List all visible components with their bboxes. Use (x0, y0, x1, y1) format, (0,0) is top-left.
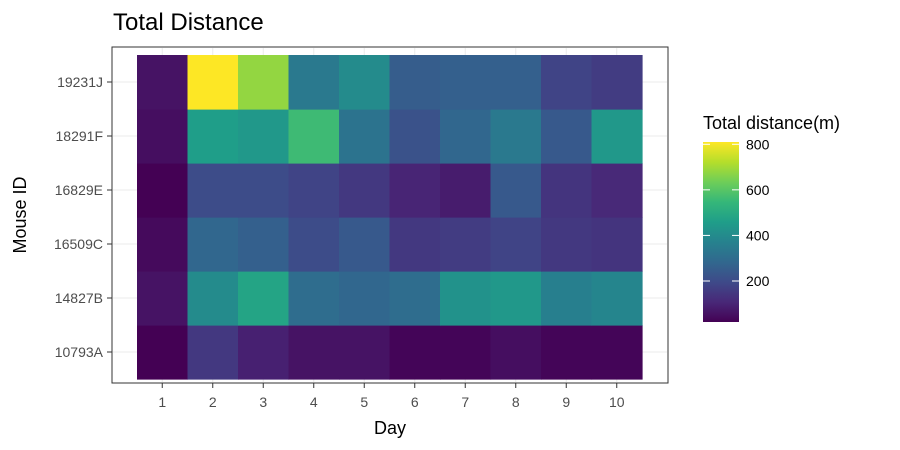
heatmap-cell (339, 217, 391, 272)
heatmap-cell (339, 325, 391, 380)
heatmap-cell (187, 271, 239, 326)
y-tick-label: 19231J (57, 74, 103, 90)
heatmap-cell (288, 217, 340, 272)
heatmap-cell (591, 271, 643, 326)
heatmap-cell (238, 217, 290, 272)
heatmap-cell (339, 109, 391, 164)
heatmap-cell (238, 109, 290, 164)
heatmap-cell (137, 109, 189, 164)
heatmap-cell (339, 55, 391, 110)
heatmap-cell (238, 325, 290, 380)
heatmap-cell (490, 217, 542, 272)
heatmap-cell (187, 109, 239, 164)
y-tick-label: 18291F (56, 128, 103, 144)
heatmap-cell (187, 217, 239, 272)
heatmap-cell (339, 271, 391, 326)
heatmap-cell (187, 163, 239, 218)
heatmap-cell (389, 163, 441, 218)
heatmap-cell (238, 163, 290, 218)
heatmap-cell (389, 55, 441, 110)
heatmap-cell (137, 55, 189, 110)
heatmap-cell (137, 163, 189, 218)
x-tick-label: 10 (609, 394, 625, 410)
heatmap-cell (288, 55, 340, 110)
heatmap-cell (288, 163, 340, 218)
heatmap-cell (541, 55, 593, 110)
heatmap-cell (591, 163, 643, 218)
x-tick-label: 5 (360, 394, 368, 410)
heatmap-cell (389, 109, 441, 164)
x-tick-label: 1 (158, 394, 166, 410)
heatmap-cell (238, 55, 290, 110)
x-tick-label: 9 (562, 394, 570, 410)
x-axis-title: Day (374, 418, 406, 438)
legend-title: Total distance(m) (703, 113, 840, 133)
heatmap-cell (389, 217, 441, 272)
y-axis: 10793A 14827B 16509C 16829E 18291F 19231J (54, 74, 112, 360)
legend-tick-label: 400 (746, 227, 770, 243)
x-tick-label: 8 (512, 394, 520, 410)
y-tick-label: 14827B (55, 290, 103, 306)
heatmap-cell (490, 55, 542, 110)
x-tick-label: 2 (209, 394, 217, 410)
heatmap-cell (541, 271, 593, 326)
heatmap-cell (490, 325, 542, 380)
x-tick-label: 3 (259, 394, 267, 410)
heatmap-cells (137, 55, 643, 380)
heatmap-cell (591, 109, 643, 164)
heatmap-cell (591, 55, 643, 110)
legend-tick-label: 600 (746, 182, 770, 198)
y-axis-title: Mouse ID (10, 176, 30, 253)
heatmap-cell (187, 55, 239, 110)
x-axis: 1 2 3 4 5 6 7 8 9 10 (158, 383, 625, 410)
heatmap-cell (238, 271, 290, 326)
legend-tick-label: 800 (746, 136, 770, 152)
heatmap-cell (288, 109, 340, 164)
heatmap-cell (137, 217, 189, 272)
legend-ticks: 200 400 600 800 (703, 136, 770, 289)
heatmap-cell (440, 109, 492, 164)
legend-tick-label: 200 (746, 273, 770, 289)
x-tick-label: 4 (310, 394, 318, 410)
y-tick-label: 16829E (55, 182, 103, 198)
heatmap-cell (591, 325, 643, 380)
heatmap-cell (541, 163, 593, 218)
heatmap-cell (440, 55, 492, 110)
x-tick-label: 7 (461, 394, 469, 410)
chart-title: Total Distance (113, 9, 264, 36)
heatmap-cell (490, 109, 542, 164)
heatmap-cell (137, 325, 189, 380)
heatmap-cell (187, 325, 239, 380)
heatmap-cell (440, 325, 492, 380)
heatmap-cell (490, 163, 542, 218)
heatmap-cell (490, 271, 542, 326)
heatmap-cell (440, 163, 492, 218)
heatmap-cell (137, 271, 189, 326)
heatmap-cell (591, 217, 643, 272)
heatmap-cell (389, 325, 441, 380)
heatmap-cell (541, 325, 593, 380)
heatmap-cell (288, 325, 340, 380)
y-tick-label: 16509C (54, 236, 103, 252)
heatmap-cell (389, 271, 441, 326)
heatmap-cell (541, 109, 593, 164)
heatmap-cell (339, 163, 391, 218)
colorbar (703, 142, 739, 322)
y-tick-label: 10793A (55, 344, 104, 360)
heatmap-cell (440, 217, 492, 272)
heatmap-cell (288, 271, 340, 326)
heatmap-cell (440, 271, 492, 326)
x-tick-label: 6 (411, 394, 419, 410)
heatmap-cell (541, 217, 593, 272)
